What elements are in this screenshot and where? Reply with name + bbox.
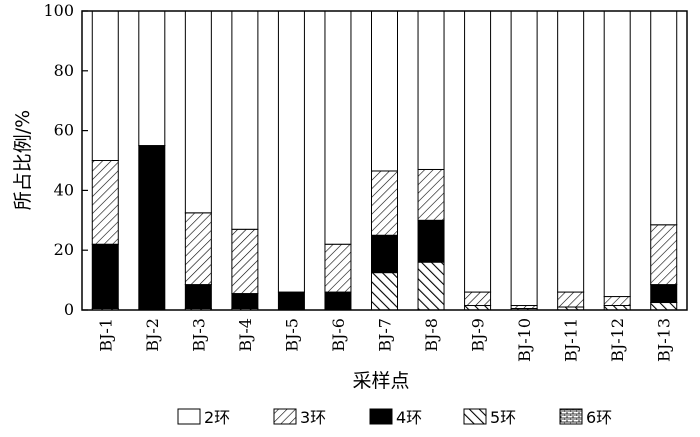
- bar-segment-bj-12-series-1: [603, 296, 631, 307]
- bar-segment-bj-5-series-2: [277, 291, 305, 311]
- x-tick-label: BJ-13: [655, 318, 674, 362]
- bar-segment-bj-8-series-2: [417, 219, 445, 263]
- bar-segment-bj-2-series-2: [138, 145, 166, 311]
- bar-segment-bj-3-series-2: [184, 284, 212, 310]
- bar-segment-bj-13-series-1: [650, 224, 678, 286]
- bar-segment-bj-11-series-1: [557, 291, 585, 308]
- legend-label: 4环: [396, 408, 422, 427]
- x-tick-label: BJ-11: [562, 318, 581, 362]
- bar-segment-bj-7-series-1: [371, 170, 398, 236]
- x-tick-label: BJ-5: [282, 318, 301, 352]
- y-tick-label: 80: [54, 61, 74, 80]
- legend-label: 5环: [490, 408, 516, 427]
- legend-swatch: [369, 408, 393, 425]
- x-tick-label: BJ-8: [422, 318, 441, 352]
- legend: 2环 3环 4环 5环 6环: [177, 408, 612, 427]
- bar-segment-bj-1-series-0: [91, 10, 119, 161]
- bars-layer: [91, 10, 678, 311]
- bar-segment-bj-8-series-0: [417, 10, 445, 170]
- legend-label: 6环: [586, 408, 612, 427]
- y-tick-label: 60: [54, 121, 74, 140]
- y-ticks: 0 20 40 60 80 100: [43, 1, 88, 319]
- x-axis-title: 采样点: [352, 370, 409, 392]
- bar-segment-bj-7-series-0: [371, 10, 398, 172]
- bar-segment-bj-4-series-0: [231, 10, 259, 230]
- bar-segment-bj-6-series-0: [324, 10, 352, 245]
- legend-swatch: [177, 408, 201, 425]
- legend-label: 2环: [204, 408, 230, 427]
- bar-segment-bj-10-series-0: [510, 10, 538, 307]
- bar-segment-bj-3-series-1: [184, 212, 212, 286]
- bar-segment-bj-13-series-3: [650, 302, 678, 311]
- bar-segment-bj-5-series-0: [277, 10, 305, 293]
- x-tick-label: BJ-9: [469, 318, 488, 352]
- y-tick-label: 0: [64, 300, 74, 319]
- bar-segment-bj-9-series-0: [464, 10, 492, 293]
- y-tick-label: 40: [54, 180, 74, 199]
- axes-layer: [81, 10, 688, 311]
- bar-segment-bj-11-series-0: [557, 10, 585, 293]
- x-tick-label: BJ-3: [189, 318, 208, 352]
- x-tick-label: BJ-2: [143, 318, 162, 352]
- x-tick-label: BJ-1: [96, 318, 115, 352]
- bar-segment-bj-1-series-2: [91, 243, 119, 310]
- bar-segment-bj-13-series-2: [650, 284, 678, 304]
- bar-segment-bj-1-series-1: [91, 160, 119, 245]
- bar-segment-bj-13-series-0: [650, 10, 678, 226]
- legend-swatch: [463, 408, 487, 425]
- plot-frame: [81, 10, 688, 311]
- y-axis-title: 所占比例/%: [12, 110, 34, 210]
- bar-segment-bj-4-series-2: [231, 293, 259, 310]
- bar-segment-bj-6-series-2: [324, 291, 352, 311]
- x-tick-label: BJ-6: [329, 318, 348, 352]
- legend-swatch: [273, 408, 297, 425]
- bar-segment-bj-6-series-1: [324, 243, 352, 293]
- legend-label: 3环: [300, 408, 326, 427]
- x-tick-label: BJ-12: [608, 318, 627, 362]
- legend-swatch: [559, 408, 583, 425]
- bar-segment-bj-8-series-3: [417, 261, 445, 311]
- bar-segment-bj-3-series-0: [184, 10, 212, 214]
- bar-segment-bj-7-series-3: [371, 272, 398, 311]
- x-tick-label: BJ-4: [236, 318, 255, 352]
- y-tick-label: 20: [54, 240, 74, 259]
- bar-segment-bj-7-series-2: [371, 234, 398, 274]
- y-tick-label: 100: [43, 1, 74, 20]
- x-tick-label: BJ-7: [376, 318, 395, 352]
- bar-segment-bj-12-series-0: [603, 10, 631, 298]
- x-ticks: BJ-1 BJ-2 BJ-3 BJ-4 BJ-5 BJ-6 BJ-7 BJ-8 BJ-9 BJ-1…: [96, 318, 673, 362]
- x-tick-label: BJ-10: [515, 318, 534, 362]
- bar-segment-bj-4-series-1: [231, 228, 259, 295]
- bar-segment-bj-2-series-0: [138, 10, 166, 147]
- bar-segment-bj-8-series-1: [417, 168, 445, 221]
- bar-segment-bj-9-series-1: [464, 291, 492, 307]
